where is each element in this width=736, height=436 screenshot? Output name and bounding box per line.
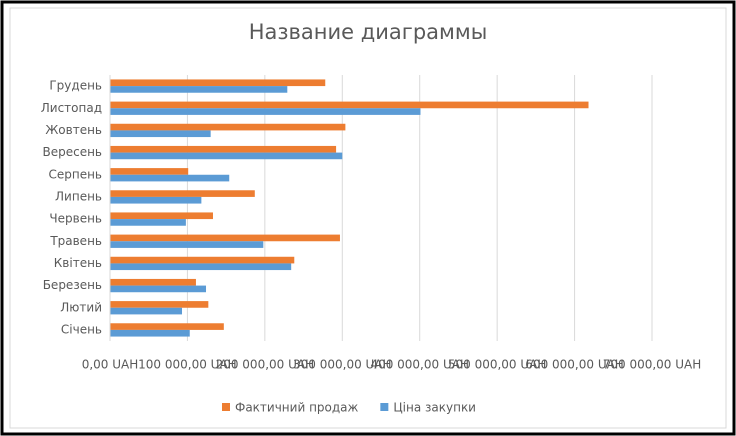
y-tick-label: Квітень bbox=[54, 256, 102, 270]
y-tick-label: Березень bbox=[43, 278, 102, 292]
bar bbox=[110, 241, 264, 248]
bar bbox=[110, 329, 190, 337]
bar bbox=[110, 234, 340, 242]
y-tick-label: Жовтень bbox=[45, 123, 102, 137]
bar bbox=[110, 219, 186, 226]
x-tick-label: 200 000,00 UAH bbox=[216, 358, 315, 372]
x-tick-label: 400 000,00 UAH bbox=[370, 358, 469, 372]
y-tick-label: Листопад bbox=[41, 101, 102, 115]
bar bbox=[110, 263, 292, 271]
bar bbox=[110, 101, 589, 109]
legend-label: Ціна закупки bbox=[393, 401, 476, 415]
bar bbox=[110, 79, 326, 87]
bar bbox=[110, 123, 346, 131]
y-tick-label: Травень bbox=[49, 234, 102, 248]
bar bbox=[110, 323, 224, 330]
x-tick-label: 100 000,00 UAH bbox=[138, 358, 237, 372]
bar bbox=[110, 212, 213, 220]
bar bbox=[110, 256, 295, 264]
y-tick-label: Вересень bbox=[42, 145, 102, 159]
legend-swatch bbox=[222, 403, 230, 411]
y-tick-label: Серпень bbox=[48, 167, 102, 181]
y-tick-label: Січень bbox=[61, 322, 102, 336]
bar bbox=[110, 168, 189, 175]
bar bbox=[110, 190, 255, 197]
bar bbox=[110, 152, 343, 160]
y-tick-label: Лютий bbox=[60, 300, 102, 314]
bar bbox=[110, 145, 337, 153]
y-tick-label: Грудень bbox=[49, 79, 102, 93]
x-tick-label: 500 000,00 UAH bbox=[448, 358, 547, 372]
bar bbox=[110, 301, 209, 308]
bar bbox=[110, 130, 211, 138]
y-tick-label: Липень bbox=[55, 189, 102, 203]
x-tick-label: 600 000,00 UAH bbox=[525, 358, 624, 372]
legend-swatch bbox=[380, 403, 389, 411]
x-tick-label: 300 000,00 UAH bbox=[293, 358, 392, 372]
bar bbox=[110, 86, 288, 93]
bar bbox=[110, 278, 196, 286]
bar bbox=[110, 285, 207, 293]
chart-title: Название диаграммы bbox=[249, 20, 488, 44]
bar bbox=[110, 307, 183, 315]
chart-area bbox=[9, 7, 727, 429]
bar bbox=[110, 108, 421, 115]
x-tick-label: 0,00 UAH bbox=[82, 358, 139, 372]
bar bbox=[110, 174, 230, 182]
bar bbox=[110, 196, 202, 204]
y-tick-label: Червень bbox=[49, 212, 102, 226]
legend-label: Фактичний продаж bbox=[235, 401, 359, 415]
x-tick-label: 700 000,00 UAH bbox=[603, 358, 702, 372]
